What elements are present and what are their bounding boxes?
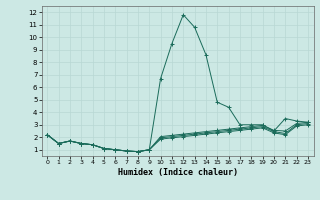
X-axis label: Humidex (Indice chaleur): Humidex (Indice chaleur) <box>118 168 237 177</box>
